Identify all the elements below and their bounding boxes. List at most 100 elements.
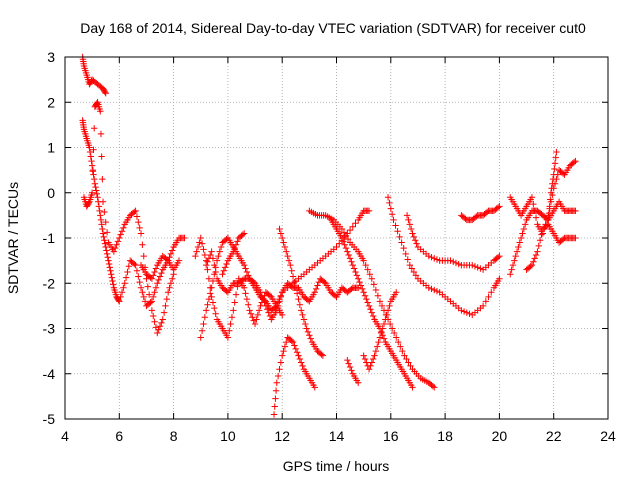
- data-point: [240, 230, 248, 237]
- data-point: [103, 247, 110, 254]
- data-point: [274, 302, 282, 310]
- data-point: [519, 230, 526, 237]
- data-point: [239, 276, 247, 284]
- data-point: [473, 213, 480, 220]
- data-point: [283, 248, 290, 255]
- data-point: [407, 225, 415, 233]
- series-track-b: [79, 117, 188, 310]
- data-point: [90, 171, 97, 178]
- data-point: [163, 295, 171, 303]
- data-point: [412, 237, 419, 244]
- data-point: [344, 356, 351, 364]
- data-point: [344, 248, 351, 255]
- data-point: [151, 289, 158, 296]
- data-point: [550, 171, 557, 178]
- data-point: [338, 225, 346, 233]
- data-point: [276, 298, 283, 305]
- data-point: [517, 234, 525, 242]
- data-point: [549, 180, 556, 187]
- data-point: [137, 284, 145, 291]
- data-point: [383, 311, 390, 319]
- series-track-t: [523, 221, 579, 273]
- data-point: [384, 194, 392, 201]
- data-point: [402, 250, 409, 258]
- data-point: [261, 299, 268, 306]
- data-point: [271, 403, 278, 410]
- data-point: [546, 203, 553, 210]
- data-point: [90, 125, 98, 132]
- data-point: [160, 309, 168, 316]
- data-point: [200, 320, 207, 328]
- data-point: [393, 289, 400, 296]
- data-point: [350, 265, 358, 272]
- data-point: [204, 258, 211, 265]
- series-track-a: [79, 53, 109, 97]
- data-point: [217, 243, 225, 251]
- data-point: [281, 243, 289, 251]
- x-tick-label: 6: [115, 428, 123, 444]
- y-tick-label: -4: [43, 366, 56, 382]
- data-point: [392, 222, 399, 229]
- data-point: [348, 367, 355, 374]
- data-point: [538, 231, 545, 238]
- data-point: [458, 307, 465, 314]
- data-point: [452, 259, 460, 267]
- data-point: [102, 243, 109, 251]
- data-point: [192, 252, 199, 260]
- data-point: [289, 273, 297, 280]
- data-point: [306, 332, 313, 339]
- data-point: [242, 265, 249, 272]
- data-point: [116, 234, 123, 242]
- data-point: [226, 327, 233, 334]
- data-point: [281, 343, 289, 350]
- data-point: [361, 355, 369, 363]
- data-point: [212, 310, 219, 317]
- data-point: [412, 272, 420, 279]
- data-point: [240, 284, 248, 291]
- data-point: [382, 316, 389, 323]
- data-point: [394, 228, 401, 235]
- data-point: [88, 189, 96, 196]
- data-point: [398, 239, 405, 246]
- data-point: [545, 216, 552, 224]
- data-point: [163, 256, 171, 263]
- data-point: [110, 248, 118, 255]
- series-track-m: [344, 356, 362, 386]
- data-point: [107, 271, 115, 278]
- data-point: [404, 256, 411, 263]
- data-point: [100, 233, 107, 241]
- y-tick-label: -1: [43, 230, 56, 246]
- data-point: [215, 252, 222, 260]
- series-track-d: [137, 252, 183, 282]
- x-tick-label: 18: [437, 428, 453, 444]
- data-point: [104, 254, 111, 261]
- series-track-g: [202, 248, 362, 323]
- data-point: [380, 335, 388, 342]
- data-point: [395, 338, 402, 346]
- data-point: [209, 299, 217, 306]
- data-point: [221, 264, 229, 271]
- data-point: [376, 334, 384, 341]
- data-point: [302, 320, 309, 328]
- data-point: [200, 246, 207, 253]
- data-point: [181, 234, 188, 242]
- data-point: [209, 255, 217, 262]
- data-point: [117, 293, 124, 301]
- data-point: [219, 271, 226, 278]
- data-point: [96, 207, 103, 215]
- data-point: [231, 244, 238, 252]
- data-point: [148, 307, 156, 314]
- data-point: [496, 203, 503, 210]
- data-point: [259, 295, 267, 303]
- series-track-j: [276, 225, 327, 359]
- data-point: [375, 338, 382, 346]
- x-tick-label: 12: [274, 428, 290, 444]
- data-point: [296, 301, 304, 308]
- data-point: [97, 216, 105, 224]
- data-point: [247, 310, 255, 317]
- data-point: [530, 200, 537, 208]
- data-point: [507, 271, 514, 278]
- data-point: [543, 222, 551, 229]
- data-point: [95, 203, 103, 210]
- data-point: [307, 335, 314, 342]
